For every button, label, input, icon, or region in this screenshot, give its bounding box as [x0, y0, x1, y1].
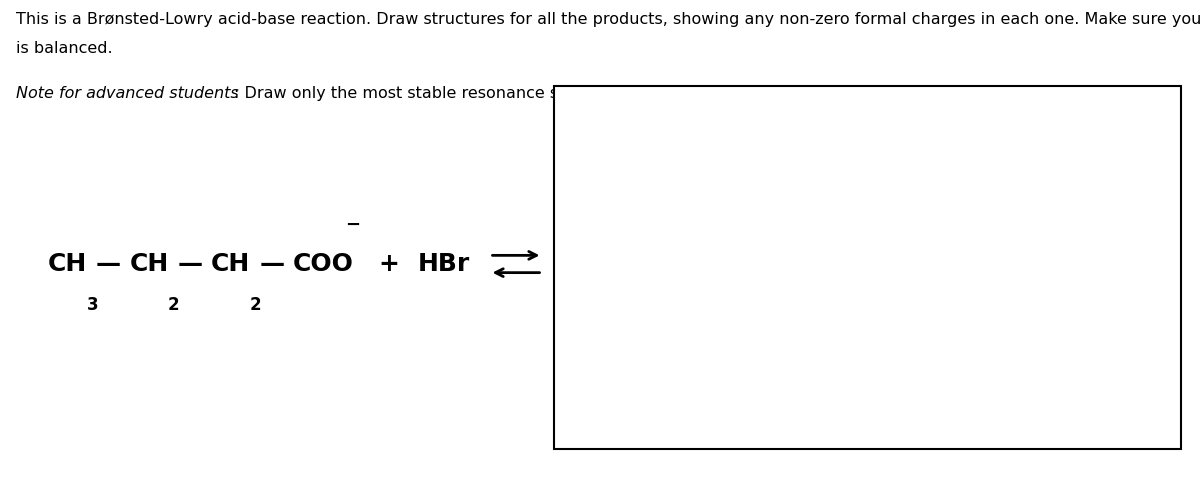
Text: is balanced.: is balanced.	[16, 41, 113, 56]
Text: —: —	[259, 252, 284, 276]
Text: −: −	[346, 216, 361, 234]
Text: CH: CH	[211, 252, 251, 276]
Text: 2: 2	[250, 296, 262, 313]
Text: 3: 3	[86, 296, 98, 313]
Text: —: —	[96, 252, 121, 276]
Text: : Draw only the most stable resonance structure for each product.: : Draw only the most stable resonance st…	[234, 86, 766, 101]
Text: —: —	[178, 252, 203, 276]
Bar	[554, 86, 1181, 449]
Text: This is a Brønsted-Lowry acid-base reaction. Draw structures for all the product: This is a Brønsted-Lowry acid-base react…	[16, 12, 1200, 27]
Text: HBr: HBr	[418, 252, 470, 276]
Text: 2: 2	[168, 296, 180, 313]
Text: Note for advanced students: Note for advanced students	[16, 86, 239, 101]
Text: CH: CH	[130, 252, 169, 276]
Text: COO: COO	[293, 252, 354, 276]
Text: +: +	[378, 252, 398, 276]
Text: CH: CH	[48, 252, 88, 276]
